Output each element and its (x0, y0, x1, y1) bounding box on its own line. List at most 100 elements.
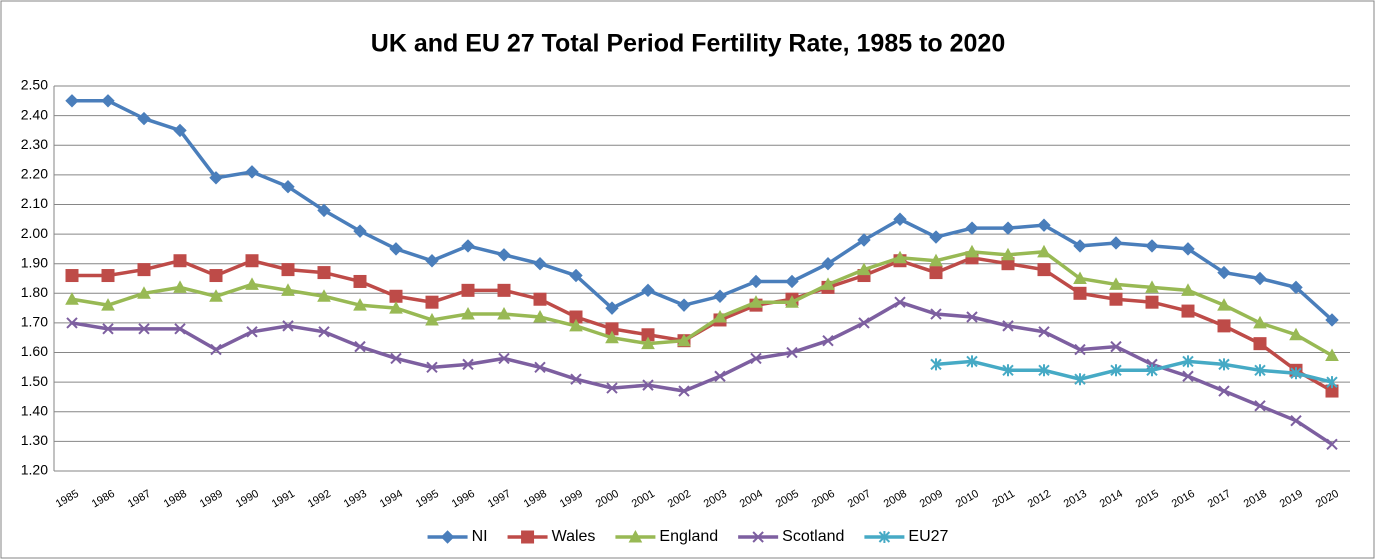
marker (101, 269, 115, 283)
marker (245, 254, 259, 268)
marker (641, 283, 655, 298)
marker (628, 529, 643, 543)
marker (929, 253, 943, 267)
marker (1181, 283, 1195, 296)
marker (786, 346, 798, 359)
marker (101, 94, 115, 108)
marker (1073, 271, 1087, 284)
marker (281, 283, 295, 296)
marker (929, 266, 943, 280)
marker (569, 318, 583, 332)
marker (1145, 295, 1159, 309)
marker (389, 289, 403, 303)
marker (966, 311, 978, 323)
marker (1037, 263, 1051, 277)
legend-label: England (659, 528, 718, 545)
marker (1109, 236, 1123, 250)
marker (1001, 247, 1015, 261)
legend-label: NI (472, 528, 488, 545)
marker (1146, 364, 1158, 377)
marker (282, 320, 294, 332)
marker (965, 244, 979, 258)
legend-label: Scotland (782, 528, 844, 545)
marker (461, 306, 475, 320)
series-line (935, 359, 1333, 384)
marker (425, 295, 439, 309)
marker (174, 323, 186, 335)
marker (965, 221, 979, 235)
y-tick-label: 1.80 (21, 284, 48, 300)
marker (1253, 337, 1267, 351)
marker (641, 336, 655, 350)
marker (65, 94, 79, 108)
marker (138, 323, 150, 335)
marker (966, 355, 978, 368)
marker (1073, 286, 1087, 300)
y-tick-label: 1.20 (21, 462, 48, 478)
marker (173, 280, 187, 293)
marker (498, 352, 510, 365)
marker (605, 330, 619, 344)
marker (929, 230, 943, 244)
marker (1002, 364, 1014, 377)
marker (353, 298, 367, 311)
marker (497, 283, 511, 297)
marker (713, 289, 727, 303)
marker (462, 358, 474, 371)
marker (1037, 244, 1051, 258)
marker (1253, 271, 1267, 286)
marker (137, 286, 151, 299)
marker (1289, 280, 1303, 295)
marker (246, 326, 258, 338)
marker (570, 373, 582, 385)
marker (101, 298, 115, 311)
marker (1181, 242, 1195, 256)
marker (821, 277, 835, 290)
y-tick-label: 2.20 (21, 166, 48, 182)
marker (440, 530, 455, 544)
marker (1145, 280, 1159, 293)
marker (1110, 364, 1122, 377)
legend-label: Wales (552, 528, 596, 545)
marker (137, 111, 151, 126)
marker (750, 352, 762, 365)
marker (749, 274, 763, 289)
marker (353, 274, 367, 288)
marker (137, 263, 151, 277)
marker (497, 248, 511, 262)
marker (1109, 292, 1123, 306)
marker (1325, 348, 1339, 361)
marker (821, 256, 835, 271)
marker (713, 309, 727, 323)
marker (1110, 340, 1122, 353)
marker (858, 317, 870, 329)
marker (752, 531, 764, 543)
marker (677, 333, 691, 347)
marker (65, 292, 79, 305)
marker (1217, 298, 1231, 311)
marker (209, 269, 223, 283)
legend: NI Wales England Scotland EU27 (427, 528, 949, 545)
marker (1218, 358, 1230, 371)
marker (390, 352, 402, 365)
marker (1325, 313, 1339, 327)
marker (857, 233, 871, 247)
marker (1001, 221, 1015, 235)
y-tick-label: 2.50 (21, 77, 48, 93)
marker (1217, 265, 1231, 280)
marker (497, 306, 511, 320)
marker (281, 179, 295, 194)
marker (533, 256, 547, 271)
marker (1074, 343, 1086, 356)
marker (1218, 385, 1230, 397)
marker (1254, 364, 1266, 377)
marker (281, 263, 295, 277)
marker (66, 317, 78, 329)
marker (785, 295, 799, 308)
series-line (71, 250, 1333, 358)
marker (65, 269, 79, 283)
y-tick-label: 2.30 (21, 136, 48, 152)
marker (318, 326, 330, 338)
